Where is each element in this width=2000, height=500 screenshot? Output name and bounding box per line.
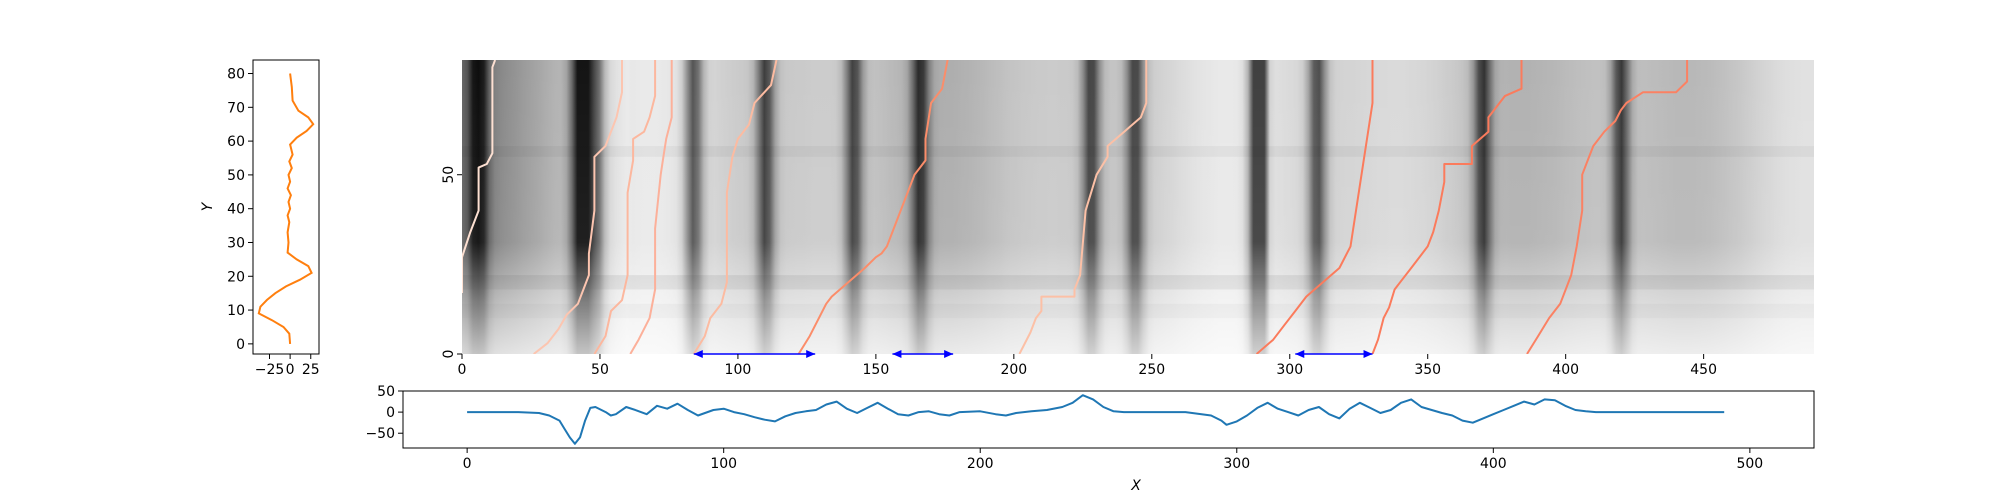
left-x-tick-label: 0: [286, 362, 295, 378]
main-x-tick-label: 300: [1276, 362, 1303, 378]
left-y-axis-label: Y: [200, 201, 216, 211]
left-y-axis: 0 10 20 30 40 50 60 70 80: [227, 67, 253, 353]
heatmap-track: [1255, 60, 1374, 354]
bottom-x-tick-label: 300: [1223, 456, 1250, 472]
left-y-tick-label: 0: [236, 337, 245, 353]
heatmap-track: [692, 60, 778, 354]
main-y-tick-label: 50: [441, 166, 457, 184]
bottom-panel-frame: [402, 390, 1815, 449]
bottom-x-axis: 0 100 200 300 400 500: [463, 448, 1763, 472]
bottom-y-tick-label: 0: [386, 405, 395, 421]
left-y-tick-label: 40: [227, 202, 245, 218]
bottom-y-tick-label: −50: [365, 426, 395, 442]
left-y-tick-label: 20: [227, 269, 245, 285]
left-x-tick-label: −25: [255, 362, 285, 378]
heatmap-track: [533, 60, 623, 354]
main-x-tick-label: 200: [1000, 362, 1027, 378]
bottom-x-tick-label: 400: [1480, 456, 1507, 472]
heatmap-arrows: [693, 350, 1373, 358]
main-x-tick-label: 50: [591, 362, 609, 378]
main-y-axis: 0 50: [441, 166, 462, 359]
bottom-y-tick-label: 50: [377, 384, 395, 400]
main-x-tick-label: 0: [458, 362, 467, 378]
left-y-tick-label: 30: [227, 235, 245, 251]
left-x-tick-label: 25: [302, 362, 320, 378]
left-profile-series: [257, 73, 315, 344]
bottom-x-axis-label: X: [1130, 478, 1141, 494]
heatmap-tracks: [462, 60, 1689, 354]
main-y-tick-label: 0: [441, 350, 457, 359]
main-heatmap-panel: 0 50 100 150 200 250 300 350 400 450 0 50: [441, 60, 1814, 378]
left-x-axis: −25 0 25: [255, 354, 320, 378]
bottom-signal-series: [467, 394, 1725, 445]
main-x-tick-label: 150: [863, 362, 890, 378]
main-x-tick-label: 450: [1690, 362, 1717, 378]
left-panel-frame: [252, 59, 320, 355]
heatmap-track: [462, 60, 497, 293]
bottom-x-tick-label: 0: [463, 456, 472, 472]
double-arrow: [892, 350, 954, 358]
bottom-x-tick-label: 500: [1736, 456, 1763, 472]
heatmap-track: [797, 60, 949, 354]
heatmap-bottom-fade: [462, 60, 1814, 354]
bottom-x-tick-label: 100: [710, 456, 737, 472]
left-y-tick-label: 80: [227, 67, 245, 83]
double-arrow: [1295, 350, 1373, 358]
bottom-signal-line: [467, 394, 1725, 445]
main-x-tick-label: 400: [1552, 362, 1579, 378]
heatmap-track: [593, 60, 657, 354]
heatmap-track: [1018, 60, 1148, 354]
left-y-tick-label: 10: [227, 303, 245, 319]
bottom-signal-panel: −50 0 50 0 100 200 300 400 500 X: [365, 384, 1815, 494]
left-y-tick-label: 70: [227, 100, 245, 116]
heatmap-track: [1371, 60, 1523, 354]
left-profile-line: [257, 73, 315, 344]
main-x-tick-label: 250: [1138, 362, 1165, 378]
bottom-y-axis: −50 0 50: [365, 384, 403, 442]
bottom-x-tick-label: 200: [967, 456, 994, 472]
main-x-axis: 0 50 100 150 200 250 300 350 400 450: [458, 354, 1717, 378]
main-x-tick-label: 100: [725, 362, 752, 378]
double-arrow: [693, 350, 816, 358]
heatmap-track: [629, 60, 673, 354]
heatmap-track: [1526, 60, 1689, 354]
left-y-tick-label: 60: [227, 134, 245, 150]
main-x-tick-label: 350: [1414, 362, 1441, 378]
left-y-tick-label: 50: [227, 168, 245, 184]
